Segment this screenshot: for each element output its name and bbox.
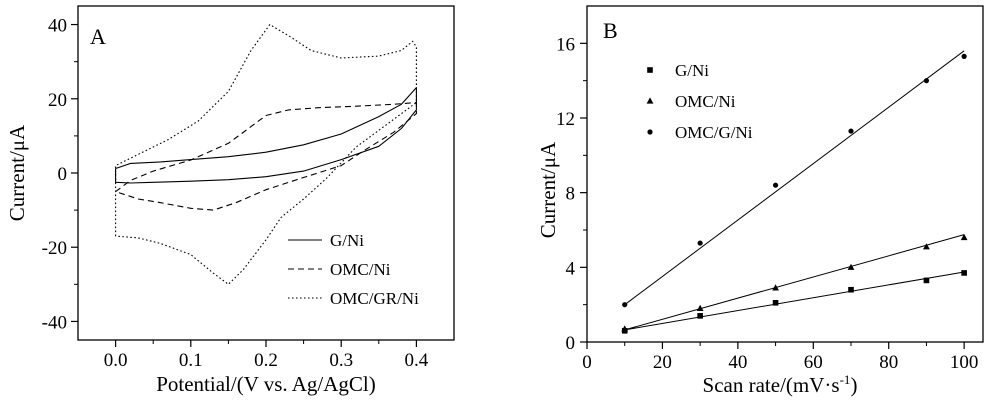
panel-b-x-tick-label: 100 — [950, 352, 979, 373]
panel-a-ylabel: Current/μA — [5, 124, 29, 221]
panel-b-series — [621, 50, 968, 334]
panel-a-y-tick-label: 0 — [58, 164, 68, 185]
panel-a-x-tick-label: 0.1 — [179, 350, 203, 371]
panel-a-x-ticks: 0.0 0.1 0.2 0.3 0.4 — [104, 340, 429, 371]
panel-b-point-square — [923, 277, 930, 284]
panel-b-point-circle — [697, 240, 703, 246]
panel-b-point-circle — [923, 78, 930, 84]
panel-a-y-ticks: -40 -20 0 20 40 — [42, 16, 78, 333]
panel-b-fit-line-2 — [624, 234, 965, 331]
panel-a-legend: G/Ni OMC/Ni OMC/GR/Ni — [288, 231, 419, 308]
panel-a-x-tick-label: 0.4 — [405, 350, 429, 371]
panel-b-fit-line-1 — [624, 271, 965, 331]
panel-b-xlabel-sup: -1 — [840, 372, 851, 387]
panel-b-fit-line-3 — [624, 50, 965, 306]
panel-a-x-tick-label: 0.2 — [254, 350, 278, 371]
panel-b-y-tick-label: 0 — [566, 333, 576, 354]
panel-b-ylabel: Current/μA — [536, 141, 560, 238]
panel-a-y-tick-label: 20 — [48, 90, 67, 111]
panel-a-y-tick-label: -20 — [42, 238, 67, 259]
panel-b-x-ticks: 0 20 40 60 80 100 — [582, 342, 978, 373]
panel-b-xlabel-main: Scan rate/(mV·s — [703, 373, 840, 397]
panel-b-point-circle — [848, 128, 854, 134]
panel-b-x-tick-label: 0 — [582, 352, 592, 373]
panel-a-legend-label: G/Ni — [330, 231, 364, 250]
panel-b-chart: B Scan rate/(mV·s-1) Current/μA 0 20 40 60 8… — [536, 5, 984, 397]
panel-b-point-triangle — [960, 233, 968, 241]
panel-b-point-triangle — [847, 263, 855, 270]
panel-a-letter: A — [90, 24, 106, 49]
panel-b-y-tick-label: 4 — [566, 258, 576, 279]
panel-b-xlabel: Scan rate/(mV·s-1) — [703, 372, 858, 397]
panel-b-y-ticks: 0 4 8 12 16 — [556, 34, 587, 354]
panel-b-x-tick-label: 60 — [804, 352, 823, 373]
panel-b-plot-frame — [586, 5, 984, 343]
panel-b-y-tick-label: 8 — [566, 184, 576, 205]
panel-b-y-tick-label: 12 — [556, 109, 575, 130]
panel-b-x-tick-label: 40 — [728, 352, 747, 373]
panel-a-xlabel: Potential/(V vs. Ag/AgCl) — [156, 372, 376, 396]
panel-b-y-tick-label: 16 — [556, 34, 575, 55]
panel-b-legend-label: OMC/G/Ni — [675, 123, 753, 142]
panel-b-legend-marker — [646, 97, 654, 104]
panel-a-x-tick-label: 0.0 — [104, 350, 128, 371]
panel-a-y-tick-label: -40 — [42, 312, 67, 333]
panel-a-series-line-1 — [115, 87, 417, 184]
panel-a-legend-label: OMC/GR/Ni — [330, 289, 419, 308]
panel-b-point-square — [961, 270, 967, 276]
panel-b-point-circle — [961, 53, 967, 60]
panel-b-point-circle — [622, 302, 628, 308]
panel-b-x-tick-label: 80 — [879, 352, 898, 373]
panel-a-x-tick-label: 0.3 — [329, 350, 353, 371]
panel-b-xlabel-suffix: ) — [850, 373, 857, 397]
panel-b-point-square — [772, 300, 779, 306]
panel-b-legend-label: G/Ni — [675, 61, 709, 80]
panel-b-point-triangle — [696, 304, 704, 311]
panel-b-x-tick-label: 20 — [653, 352, 672, 373]
panel-b-point-square — [848, 286, 854, 293]
panel-b-point-triangle — [621, 325, 629, 332]
panel-a-series-line-2 — [115, 101, 417, 211]
panel-a-series-line-3 — [115, 24, 417, 285]
panel-b-legend-label: OMC/Ni — [675, 92, 736, 111]
panel-b-point-triangle — [772, 284, 779, 291]
panel-a-legend-label: OMC/Ni — [330, 260, 391, 279]
panel-b-legend-marker — [647, 67, 653, 73]
panel-b-letter: B — [603, 18, 618, 43]
panel-b-point-triangle — [923, 243, 930, 250]
panel-b-legend: G/Ni OMC/Ni OMC/G/Ni — [646, 61, 753, 142]
panel-b-point-square — [697, 313, 703, 319]
panel-a-y-tick-label: 40 — [48, 16, 67, 37]
panel-a-series — [115, 24, 417, 285]
panel-a-chart: A Potential/(V vs. Ag/AgCl) Current/μA 0… — [5, 5, 455, 396]
panel-b-legend-marker — [647, 129, 653, 135]
panel-b-point-circle — [772, 182, 779, 188]
